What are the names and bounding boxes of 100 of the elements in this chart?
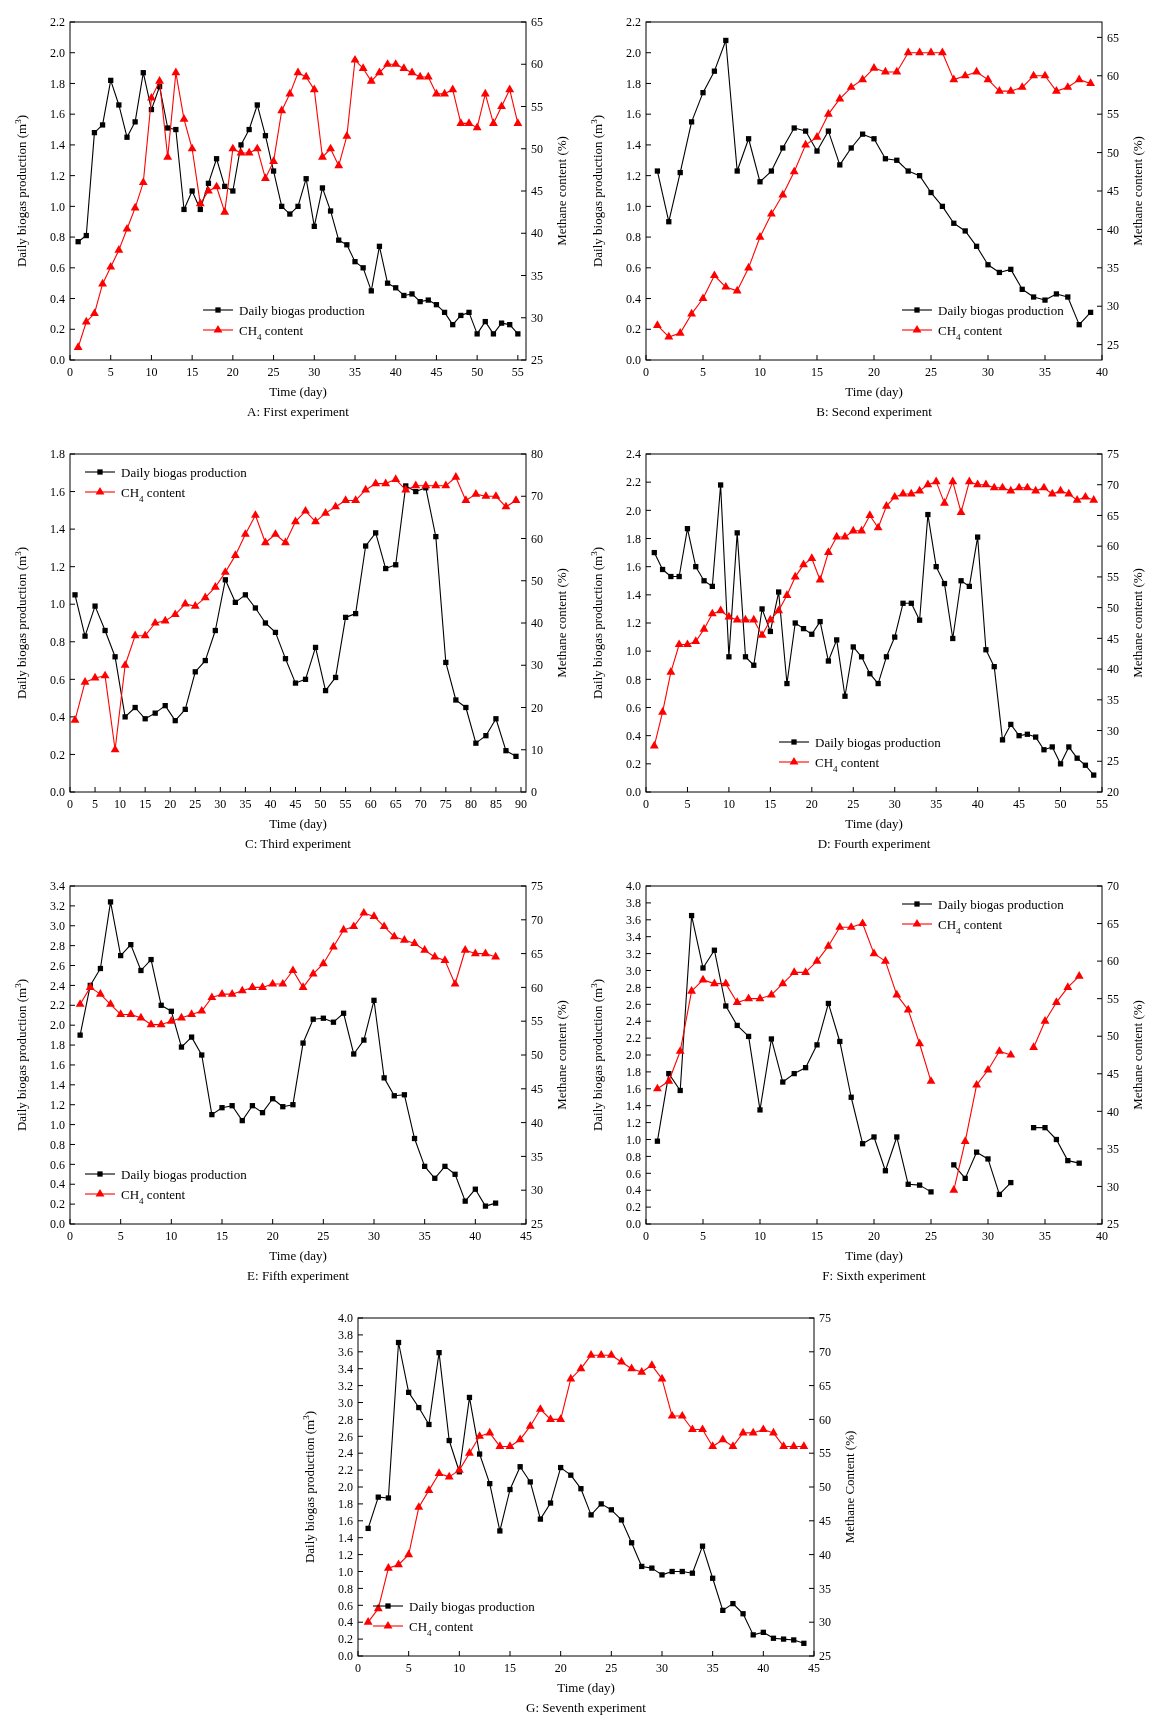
x-tick-label: 0 xyxy=(643,365,649,379)
y-tick-label: 0.6 xyxy=(626,700,641,715)
y-tick-label: 1.4 xyxy=(338,1530,353,1545)
y-tick-label: 2.0 xyxy=(50,45,65,60)
y-tick-label: 2.4 xyxy=(50,978,65,993)
y2-tick-label: 40 xyxy=(1107,222,1119,237)
y2-tick-label: 70 xyxy=(531,913,543,927)
x-tick-label: 75 xyxy=(439,797,452,811)
y2-tick-label: 75 xyxy=(1107,447,1119,462)
y-tick-label: 1.2 xyxy=(50,559,65,574)
y-tick-label: 0.0 xyxy=(626,785,641,800)
y-tick-label: 1.4 xyxy=(50,138,65,153)
y2-tick-label: 60 xyxy=(1107,954,1119,969)
y2-tick-label: 50 xyxy=(819,1480,831,1495)
y2-tick-label: 20 xyxy=(1107,785,1119,800)
y2-tick-label: 45 xyxy=(819,1514,831,1528)
y2-tick-label: 40 xyxy=(531,616,543,631)
y2-tick-label: 40 xyxy=(1107,662,1119,677)
y-tick-label: 0.8 xyxy=(338,1581,353,1596)
y-tick-label: 0.2 xyxy=(626,322,641,337)
y-tick-label: 4.0 xyxy=(626,879,641,894)
y2-tick-label: 40 xyxy=(1107,1104,1119,1119)
y-tick-label: 0.6 xyxy=(50,261,65,276)
y2-tick-label: 45 xyxy=(1107,1066,1119,1081)
y-tick-label: 0.0 xyxy=(50,353,65,368)
x-tick-label: 0 xyxy=(67,365,73,379)
x-tick-label: 0 xyxy=(67,797,73,811)
y-tick-label: 1.6 xyxy=(50,107,65,122)
y-tick-label: 2.6 xyxy=(50,958,65,973)
y2-tick-label: 70 xyxy=(1107,477,1119,492)
y2-tick-label: 10 xyxy=(531,742,543,757)
y-tick-label: 2.0 xyxy=(626,503,641,518)
x-tick-label: 5 xyxy=(700,365,706,379)
y-tick-label: 2.2 xyxy=(50,998,65,1013)
y2-tick-label: 25 xyxy=(1107,337,1119,352)
legend-label: CH$_{4}$ content xyxy=(121,1186,186,1206)
text: G: Seventh experiment xyxy=(526,1700,647,1715)
y-tick-label: 0.0 xyxy=(626,353,641,368)
y-tick-label: 0.4 xyxy=(50,1177,65,1192)
y2-tick-label: 0 xyxy=(531,785,537,800)
y-tick-label: 0.8 xyxy=(50,634,65,649)
y-tick-label: 1.0 xyxy=(626,199,641,214)
y2-tick-label: 65 xyxy=(819,1378,831,1393)
y-tick-label: 0.6 xyxy=(626,261,641,276)
x-tick-label: 10 xyxy=(114,797,127,811)
x-tick-label: 0 xyxy=(643,797,649,811)
y2-axis-title: Methane content (%) xyxy=(1130,568,1145,678)
y-tick-label: 0.8 xyxy=(50,1137,65,1152)
y-tick-label: 2.6 xyxy=(626,997,641,1012)
text: B: Second experiment xyxy=(816,404,933,419)
x-tick-label: 35 xyxy=(930,797,943,811)
x-tick-label: 55 xyxy=(511,365,524,379)
x-tick-label: 15 xyxy=(811,365,823,379)
y2-tick-label: 75 xyxy=(819,1311,831,1326)
x-tick-label: 20 xyxy=(226,365,239,379)
y2-tick-label: 30 xyxy=(531,1183,543,1198)
y2-tick-label: 55 xyxy=(1107,991,1119,1006)
x-tick-label: 0 xyxy=(643,1229,649,1243)
y2-tick-label: 60 xyxy=(531,980,543,995)
x-tick-label: 30 xyxy=(368,1229,380,1243)
y-tick-label: 2.2 xyxy=(626,475,641,490)
text: C: Third experiment xyxy=(245,836,352,851)
y-tick-label: 2.8 xyxy=(626,980,641,995)
y-tick-label: 1.4 xyxy=(50,1078,65,1093)
x-tick-label: 45 xyxy=(520,1229,532,1243)
x-tick-label: 40 xyxy=(389,365,402,379)
y2-tick-label: 35 xyxy=(819,1581,831,1596)
y2-tick-label: 40 xyxy=(531,226,543,241)
y2-tick-label: 45 xyxy=(531,184,543,199)
y2-tick-label: 50 xyxy=(531,573,543,588)
y-tick-label: 1.2 xyxy=(626,616,641,631)
y-tick-label: 1.8 xyxy=(338,1497,353,1512)
y2-tick-label: 60 xyxy=(819,1412,831,1427)
y-tick-label: 2.4 xyxy=(338,1446,353,1461)
x-axis-title: Time (day) xyxy=(269,1248,327,1263)
y2-tick-label: 50 xyxy=(1107,1029,1119,1044)
x-tick-label: 20 xyxy=(868,1229,880,1243)
legend-label: Daily biogas production xyxy=(121,464,248,480)
y2-tick-label: 30 xyxy=(819,1615,831,1630)
y-tick-label: 1.0 xyxy=(50,1117,65,1132)
y-tick-label: 1.8 xyxy=(50,76,65,91)
y2-tick-label: 35 xyxy=(531,268,543,283)
y2-tick-label: 30 xyxy=(531,310,543,325)
y-tick-label: 1.4 xyxy=(626,588,641,603)
y2-tick-label: 55 xyxy=(1107,570,1119,585)
x-tick-label: 25 xyxy=(925,365,937,379)
y-tick-label: 4.0 xyxy=(338,1311,353,1326)
x-tick-label: 65 xyxy=(389,797,402,811)
y2-tick-label: 40 xyxy=(819,1547,831,1562)
y2-tick-label: 35 xyxy=(1107,261,1119,276)
legend-label: Daily biogas production xyxy=(938,302,1065,318)
y2-tick-label: 45 xyxy=(1107,631,1119,646)
x-tick-label: 50 xyxy=(314,797,327,811)
y-tick-label: 0.6 xyxy=(626,1166,641,1181)
y-tick-label: 1.6 xyxy=(626,107,641,122)
y-tick-label: 0.0 xyxy=(338,1649,353,1664)
y-tick-label: 0.4 xyxy=(338,1615,353,1630)
y-tick-label: 1.4 xyxy=(50,522,65,537)
x-tick-label: 5 xyxy=(92,797,99,811)
y-tick-label: 3.2 xyxy=(50,899,65,914)
